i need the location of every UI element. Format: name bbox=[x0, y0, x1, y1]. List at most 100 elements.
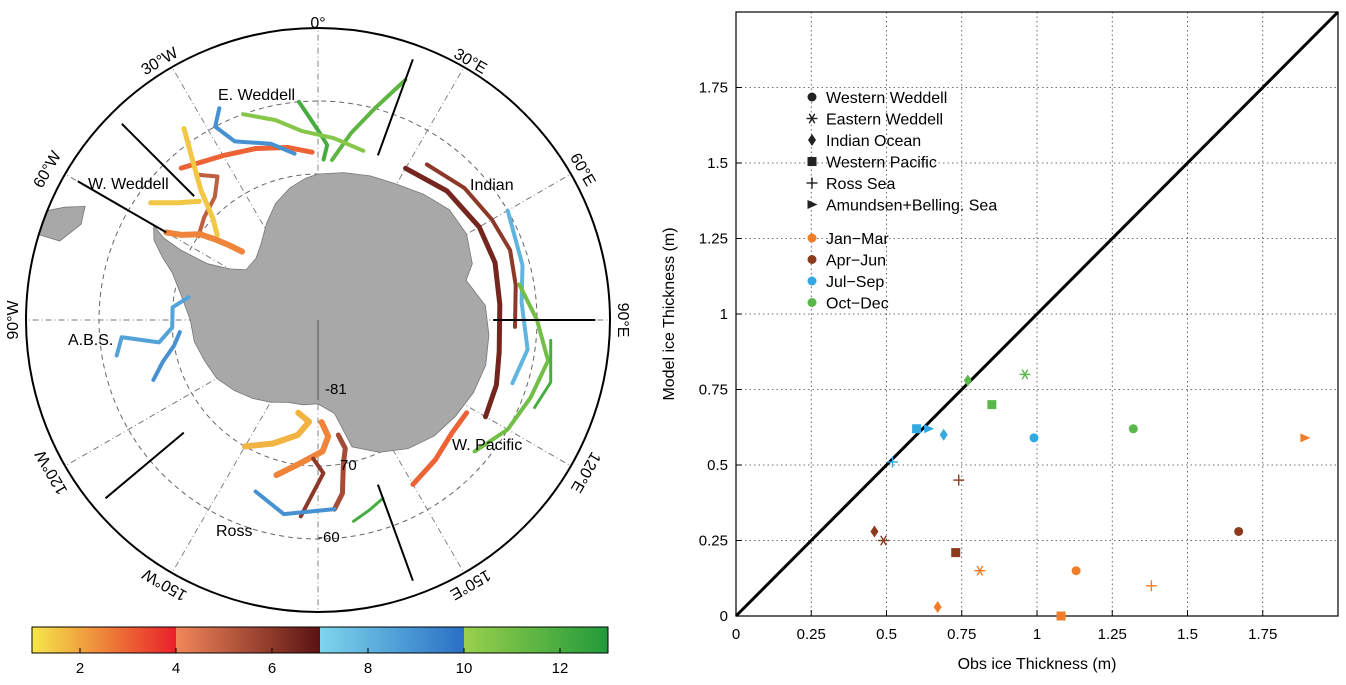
y-tick-label: 0.75 bbox=[699, 382, 728, 399]
y-tick-label: 1.25 bbox=[699, 231, 728, 248]
colorbar-tick-label: 6 bbox=[268, 660, 276, 677]
x-tick-label: 0.25 bbox=[797, 626, 826, 643]
x-tick-label: 0.75 bbox=[947, 626, 976, 643]
ship-track-4 bbox=[505, 208, 530, 386]
legend-label: Western Weddell bbox=[826, 90, 947, 107]
ship-track-15 bbox=[242, 409, 313, 450]
colorbar-tick-label: 10 bbox=[456, 660, 473, 677]
legend-marker-square bbox=[807, 157, 817, 166]
x-tick-label: 1 bbox=[1033, 626, 1041, 643]
region-label: W. Pacific bbox=[452, 437, 522, 454]
data-point-10 bbox=[953, 474, 965, 486]
legend-season-label: Oct−Dec bbox=[826, 296, 889, 313]
ship-track-7 bbox=[194, 172, 220, 239]
legend-season-marker bbox=[807, 233, 817, 243]
ship-track-14 bbox=[151, 330, 182, 382]
antarctic-map-panel: 0° 30°E 60°E 90°E 120°E 150°E 150°W 120°W 90°W 60… bbox=[0, 0, 650, 680]
thickness-scatter-plot: 0 0.25 0.5 0.75 1 1.25 1.5 1.75 0 0.25 0.5 0.75 1 1.2… bbox=[661, 10, 1340, 673]
colorbar-segment bbox=[464, 627, 608, 653]
legend-label: Ross Sea bbox=[826, 176, 895, 193]
colorbar-segment bbox=[320, 627, 464, 653]
legend-season-marker bbox=[807, 298, 817, 307]
data-point-11 bbox=[1029, 433, 1039, 443]
x-tick-label: 0 bbox=[732, 626, 740, 643]
legend-label: Amundsen+Belling. Sea bbox=[826, 198, 997, 215]
legend-season-label: Jan−Mar bbox=[826, 231, 889, 248]
ship-track-11 bbox=[213, 106, 297, 156]
data-point-12 bbox=[939, 428, 948, 441]
ship-track-9 bbox=[181, 126, 220, 238]
legend-marker-triangle bbox=[807, 200, 818, 209]
region-label: E. Weddell bbox=[218, 87, 295, 104]
data-point-3 bbox=[1056, 611, 1066, 621]
latitude-label: -81 bbox=[325, 381, 347, 398]
ship-track-3 bbox=[424, 162, 518, 329]
data-point-15 bbox=[924, 424, 935, 434]
region-boundary-4 bbox=[104, 431, 185, 500]
map-frame bbox=[25, 27, 611, 613]
data-point-0 bbox=[1071, 566, 1081, 576]
data-point-19 bbox=[987, 400, 997, 410]
ship-track-19 bbox=[410, 410, 470, 487]
antarctic-map: 0°30°E60°E90°E120°E150°E150°W120°W90°W60… bbox=[5, 15, 631, 677]
thickness-scatter-panel: 0 0.25 0.5 0.75 1 1.25 1.5 1.75 0 0.25 0.5 0.75 1 1.2… bbox=[650, 0, 1346, 680]
region-label: Indian bbox=[470, 177, 514, 194]
data-point-6 bbox=[1234, 526, 1244, 536]
ship-track-13 bbox=[114, 295, 191, 358]
data-point-8 bbox=[870, 525, 879, 538]
latitude-label: 70 bbox=[340, 457, 357, 474]
y-tick-label: 0.25 bbox=[699, 533, 728, 550]
longitude-label: 90°E bbox=[614, 303, 631, 338]
data-point-5 bbox=[1300, 433, 1311, 443]
legend-season-marker bbox=[807, 276, 817, 286]
x-tick-label: 1.75 bbox=[1248, 626, 1277, 643]
region-boundary-0 bbox=[121, 123, 195, 197]
data-point-4 bbox=[1145, 580, 1157, 592]
y-axis-label: Model ice Thickness (m) bbox=[661, 227, 678, 400]
legend-marker-diamond bbox=[808, 134, 816, 146]
ship-track-8 bbox=[178, 145, 315, 171]
ship-track-6 bbox=[533, 338, 553, 409]
legend-season-label: Jul−Sep bbox=[826, 274, 884, 291]
colorbar-tick-label: 2 bbox=[76, 660, 84, 677]
y-tick-label: 0.5 bbox=[707, 457, 728, 474]
colorbar-tick-label: 8 bbox=[364, 660, 372, 677]
region-boundary-3 bbox=[376, 484, 414, 582]
colorbar-segment bbox=[176, 627, 320, 653]
longitude-label: 0° bbox=[310, 15, 325, 32]
ship-track-2 bbox=[403, 165, 503, 420]
legend-label: Indian Ocean bbox=[826, 133, 921, 150]
region-boundary-5 bbox=[77, 180, 167, 234]
y-tick-label: 1 bbox=[720, 306, 728, 323]
data-point-9 bbox=[951, 548, 961, 558]
legend-season-marker bbox=[807, 255, 817, 264]
data-point-2 bbox=[933, 600, 942, 613]
region-label: W. Weddell bbox=[88, 176, 169, 193]
data-point-7 bbox=[877, 535, 889, 546]
y-tick-label: 1.75 bbox=[699, 80, 728, 97]
ship-track-22 bbox=[148, 198, 202, 206]
data-point-17 bbox=[1019, 369, 1031, 380]
data-point-16 bbox=[1128, 424, 1138, 434]
colorbar-frame bbox=[31, 626, 609, 654]
data-point-18 bbox=[963, 374, 972, 387]
ship-track-17 bbox=[332, 432, 348, 512]
ship-track-18 bbox=[298, 456, 326, 519]
colorbar-tick-label: 4 bbox=[172, 660, 180, 677]
data-point-14 bbox=[887, 456, 899, 468]
legend-label: Eastern Weddell bbox=[826, 112, 943, 129]
ship-track-12 bbox=[241, 112, 366, 153]
ship-track-10 bbox=[163, 229, 246, 255]
legend-marker-circle bbox=[807, 92, 817, 102]
legend-marker-plus bbox=[806, 177, 818, 189]
legend-season-label: Apr−Jun bbox=[826, 253, 886, 270]
region-label: A.B.S. bbox=[68, 332, 113, 349]
x-tick-label: 1.5 bbox=[1177, 626, 1198, 643]
one-to-one-line bbox=[734, 10, 1340, 618]
ship-track-20 bbox=[253, 489, 337, 517]
x-axis-label: Obs ice Thickness (m) bbox=[958, 656, 1117, 673]
ship-track-21 bbox=[352, 496, 385, 523]
colorbar-segment bbox=[32, 627, 176, 653]
x-tick-label: 1.25 bbox=[1098, 626, 1127, 643]
y-tick-label: 1.5 bbox=[707, 155, 728, 172]
